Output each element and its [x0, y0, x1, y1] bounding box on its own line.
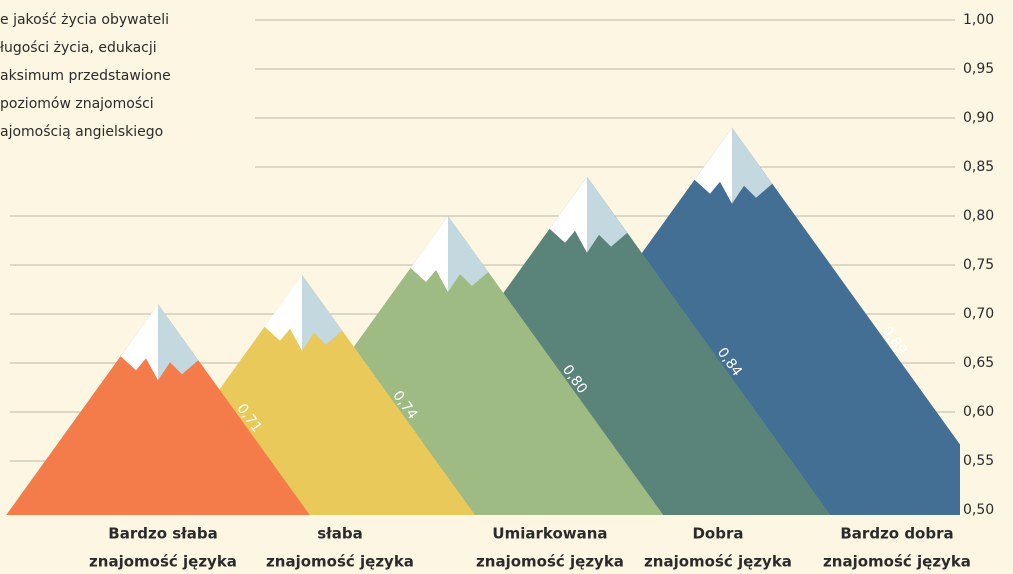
x-tick-label: Dobra [692, 525, 743, 543]
annotation-line: ługości życia, edukacji [0, 40, 157, 56]
y-tick-label: 0,80 [963, 208, 994, 224]
y-tick-label: 0,90 [963, 110, 994, 126]
x-tick-label: znajomość języka [266, 553, 414, 571]
annotation-line: poziomów znajomości [0, 96, 154, 112]
y-tick-label: 0,85 [963, 159, 994, 175]
annotation-line: e jakość życia obywateli [0, 12, 169, 28]
x-tick-label: Umiarkowana [492, 525, 607, 543]
x-tick-label: znajomość języka [89, 553, 237, 571]
y-tick-label: 1,00 [963, 12, 994, 28]
annotation-line: aksimum przedstawione [0, 68, 171, 84]
y-tick-label: 0,75 [963, 257, 994, 273]
y-tick-label: 0,55 [963, 453, 994, 469]
x-tick-label: Bardzo dobra [840, 525, 953, 543]
y-tick-label: 0,65 [963, 355, 994, 371]
x-tick-label: znajomość języka [476, 553, 624, 571]
y-tick-label: 0,95 [963, 61, 994, 77]
x-tick-label: znajomość języka [644, 553, 792, 571]
x-tick-label: znajomość języka [823, 553, 971, 571]
x-tick-label: słaba [317, 525, 362, 543]
y-tick-label: 0,70 [963, 306, 994, 322]
annotation-line: ajomością angielskiego [0, 124, 163, 140]
y-tick-label: 0,60 [963, 404, 994, 420]
y-tick-label: 0,50 [963, 502, 994, 518]
chart: 0,890,840,800,740,71 e jakość życia obyw… [0, 0, 1013, 574]
x-tick-label: Bardzo słaba [108, 525, 217, 543]
